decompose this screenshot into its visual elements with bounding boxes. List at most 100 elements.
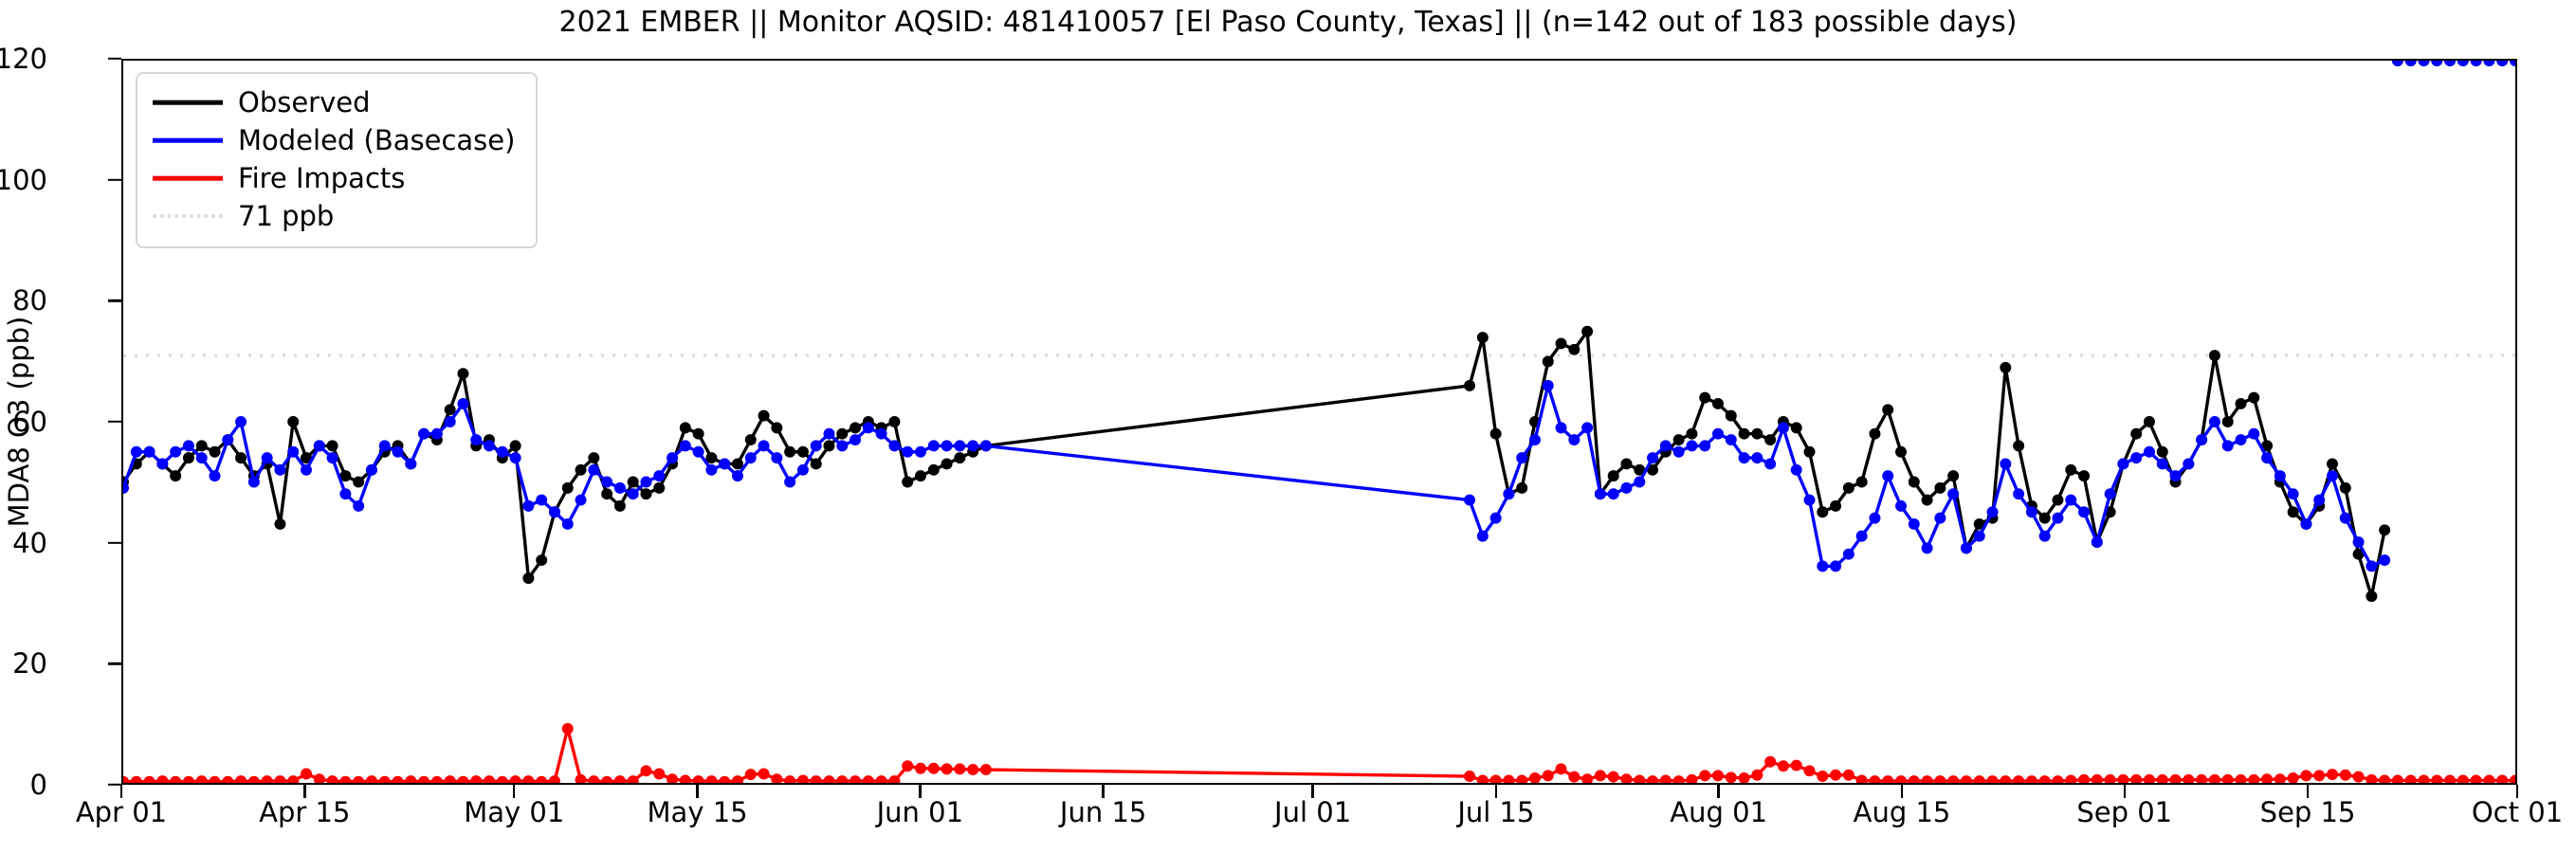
data-point xyxy=(888,775,901,783)
data-point xyxy=(287,775,300,783)
data-point xyxy=(2143,416,2155,427)
data-point xyxy=(2379,524,2391,536)
data-point xyxy=(941,763,953,775)
data-point xyxy=(1634,476,1646,488)
data-point xyxy=(1842,481,1854,494)
data-point xyxy=(1594,488,1606,500)
data-point xyxy=(2248,391,2260,404)
data-point xyxy=(1921,494,1933,506)
data-point xyxy=(2366,773,2378,783)
data-point xyxy=(1725,409,1737,422)
data-point xyxy=(2013,775,2025,783)
x-tick-mark xyxy=(1717,785,1720,798)
data-point xyxy=(2065,494,2077,506)
data-point xyxy=(902,476,914,488)
data-point xyxy=(1516,481,1528,494)
data-point xyxy=(2470,61,2482,66)
data-point xyxy=(522,499,535,512)
legend-item[interactable]: Fire Impacts xyxy=(153,159,515,197)
data-point xyxy=(2352,548,2365,560)
data-point xyxy=(1620,458,1633,470)
data-point xyxy=(1921,542,1933,554)
data-point xyxy=(1908,476,1920,488)
data-point xyxy=(2339,512,2351,524)
data-point xyxy=(1659,440,1672,452)
data-point xyxy=(1882,470,1894,482)
data-point xyxy=(915,762,926,774)
data-point xyxy=(2391,774,2403,783)
data-point xyxy=(1725,771,1737,783)
data-point xyxy=(2287,488,2299,500)
data-point xyxy=(2287,771,2299,783)
legend-item[interactable]: Modeled (Basecase) xyxy=(153,121,515,159)
data-point xyxy=(1686,427,1698,440)
data-point xyxy=(1777,760,1789,772)
data-point xyxy=(536,494,548,506)
data-point xyxy=(339,775,352,783)
data-point xyxy=(1908,775,1920,783)
data-point xyxy=(1882,775,1894,783)
data-point xyxy=(1764,434,1777,446)
data-point xyxy=(979,440,992,452)
x-tick-label: Aug 01 xyxy=(1670,796,1768,828)
data-point xyxy=(1516,452,1528,464)
data-point xyxy=(1986,506,1999,518)
data-point xyxy=(1947,470,1960,482)
data-point xyxy=(392,445,404,458)
legend-item[interactable]: 71 ppb xyxy=(153,197,515,235)
data-point xyxy=(143,445,155,458)
data-point xyxy=(967,764,979,775)
x-tick-mark xyxy=(2306,785,2310,798)
data-point xyxy=(979,764,992,775)
data-point xyxy=(2483,61,2495,66)
legend-label: Fire Impacts xyxy=(238,161,406,194)
data-point xyxy=(548,775,560,783)
series-markers-2 xyxy=(123,722,2515,783)
data-point xyxy=(170,470,182,482)
data-point xyxy=(927,463,940,476)
data-point xyxy=(705,463,718,476)
data-point xyxy=(2143,445,2155,458)
data-point xyxy=(627,488,639,500)
data-point xyxy=(247,775,260,783)
data-point xyxy=(902,445,914,458)
data-point xyxy=(744,769,757,781)
data-point xyxy=(209,445,221,458)
data-point xyxy=(1555,337,1567,350)
data-point xyxy=(758,409,770,422)
data-point xyxy=(326,440,338,452)
data-point xyxy=(536,554,548,567)
data-point xyxy=(2248,427,2260,440)
data-point xyxy=(705,775,718,783)
data-point xyxy=(235,416,247,427)
data-point xyxy=(850,775,862,783)
data-point xyxy=(457,368,469,380)
data-point xyxy=(2300,517,2312,530)
data-point xyxy=(2221,440,2234,452)
data-point xyxy=(1581,422,1594,434)
data-point xyxy=(653,470,666,482)
data-point xyxy=(2418,774,2430,783)
data-point xyxy=(2366,590,2378,603)
data-point xyxy=(261,452,273,464)
data-point xyxy=(601,775,613,783)
data-point xyxy=(627,775,639,783)
data-point xyxy=(836,427,849,440)
data-point xyxy=(1647,452,1659,464)
data-point xyxy=(2052,512,2064,524)
data-point xyxy=(365,463,377,476)
data-point xyxy=(1934,775,1946,783)
data-point xyxy=(2143,773,2155,783)
y-tick-mark xyxy=(108,662,121,665)
x-tick-mark xyxy=(1494,785,1498,798)
data-point xyxy=(2339,481,2351,494)
data-point xyxy=(430,775,443,783)
data-point xyxy=(2078,506,2091,518)
legend-item[interactable]: Observed xyxy=(153,83,515,121)
x-tick-label: Sep 01 xyxy=(2076,796,2173,828)
data-point xyxy=(2065,774,2077,783)
data-point xyxy=(2013,488,2025,500)
data-point xyxy=(575,773,587,783)
data-point xyxy=(1842,769,1854,781)
x-tick-label: Jul 15 xyxy=(1457,796,1535,828)
